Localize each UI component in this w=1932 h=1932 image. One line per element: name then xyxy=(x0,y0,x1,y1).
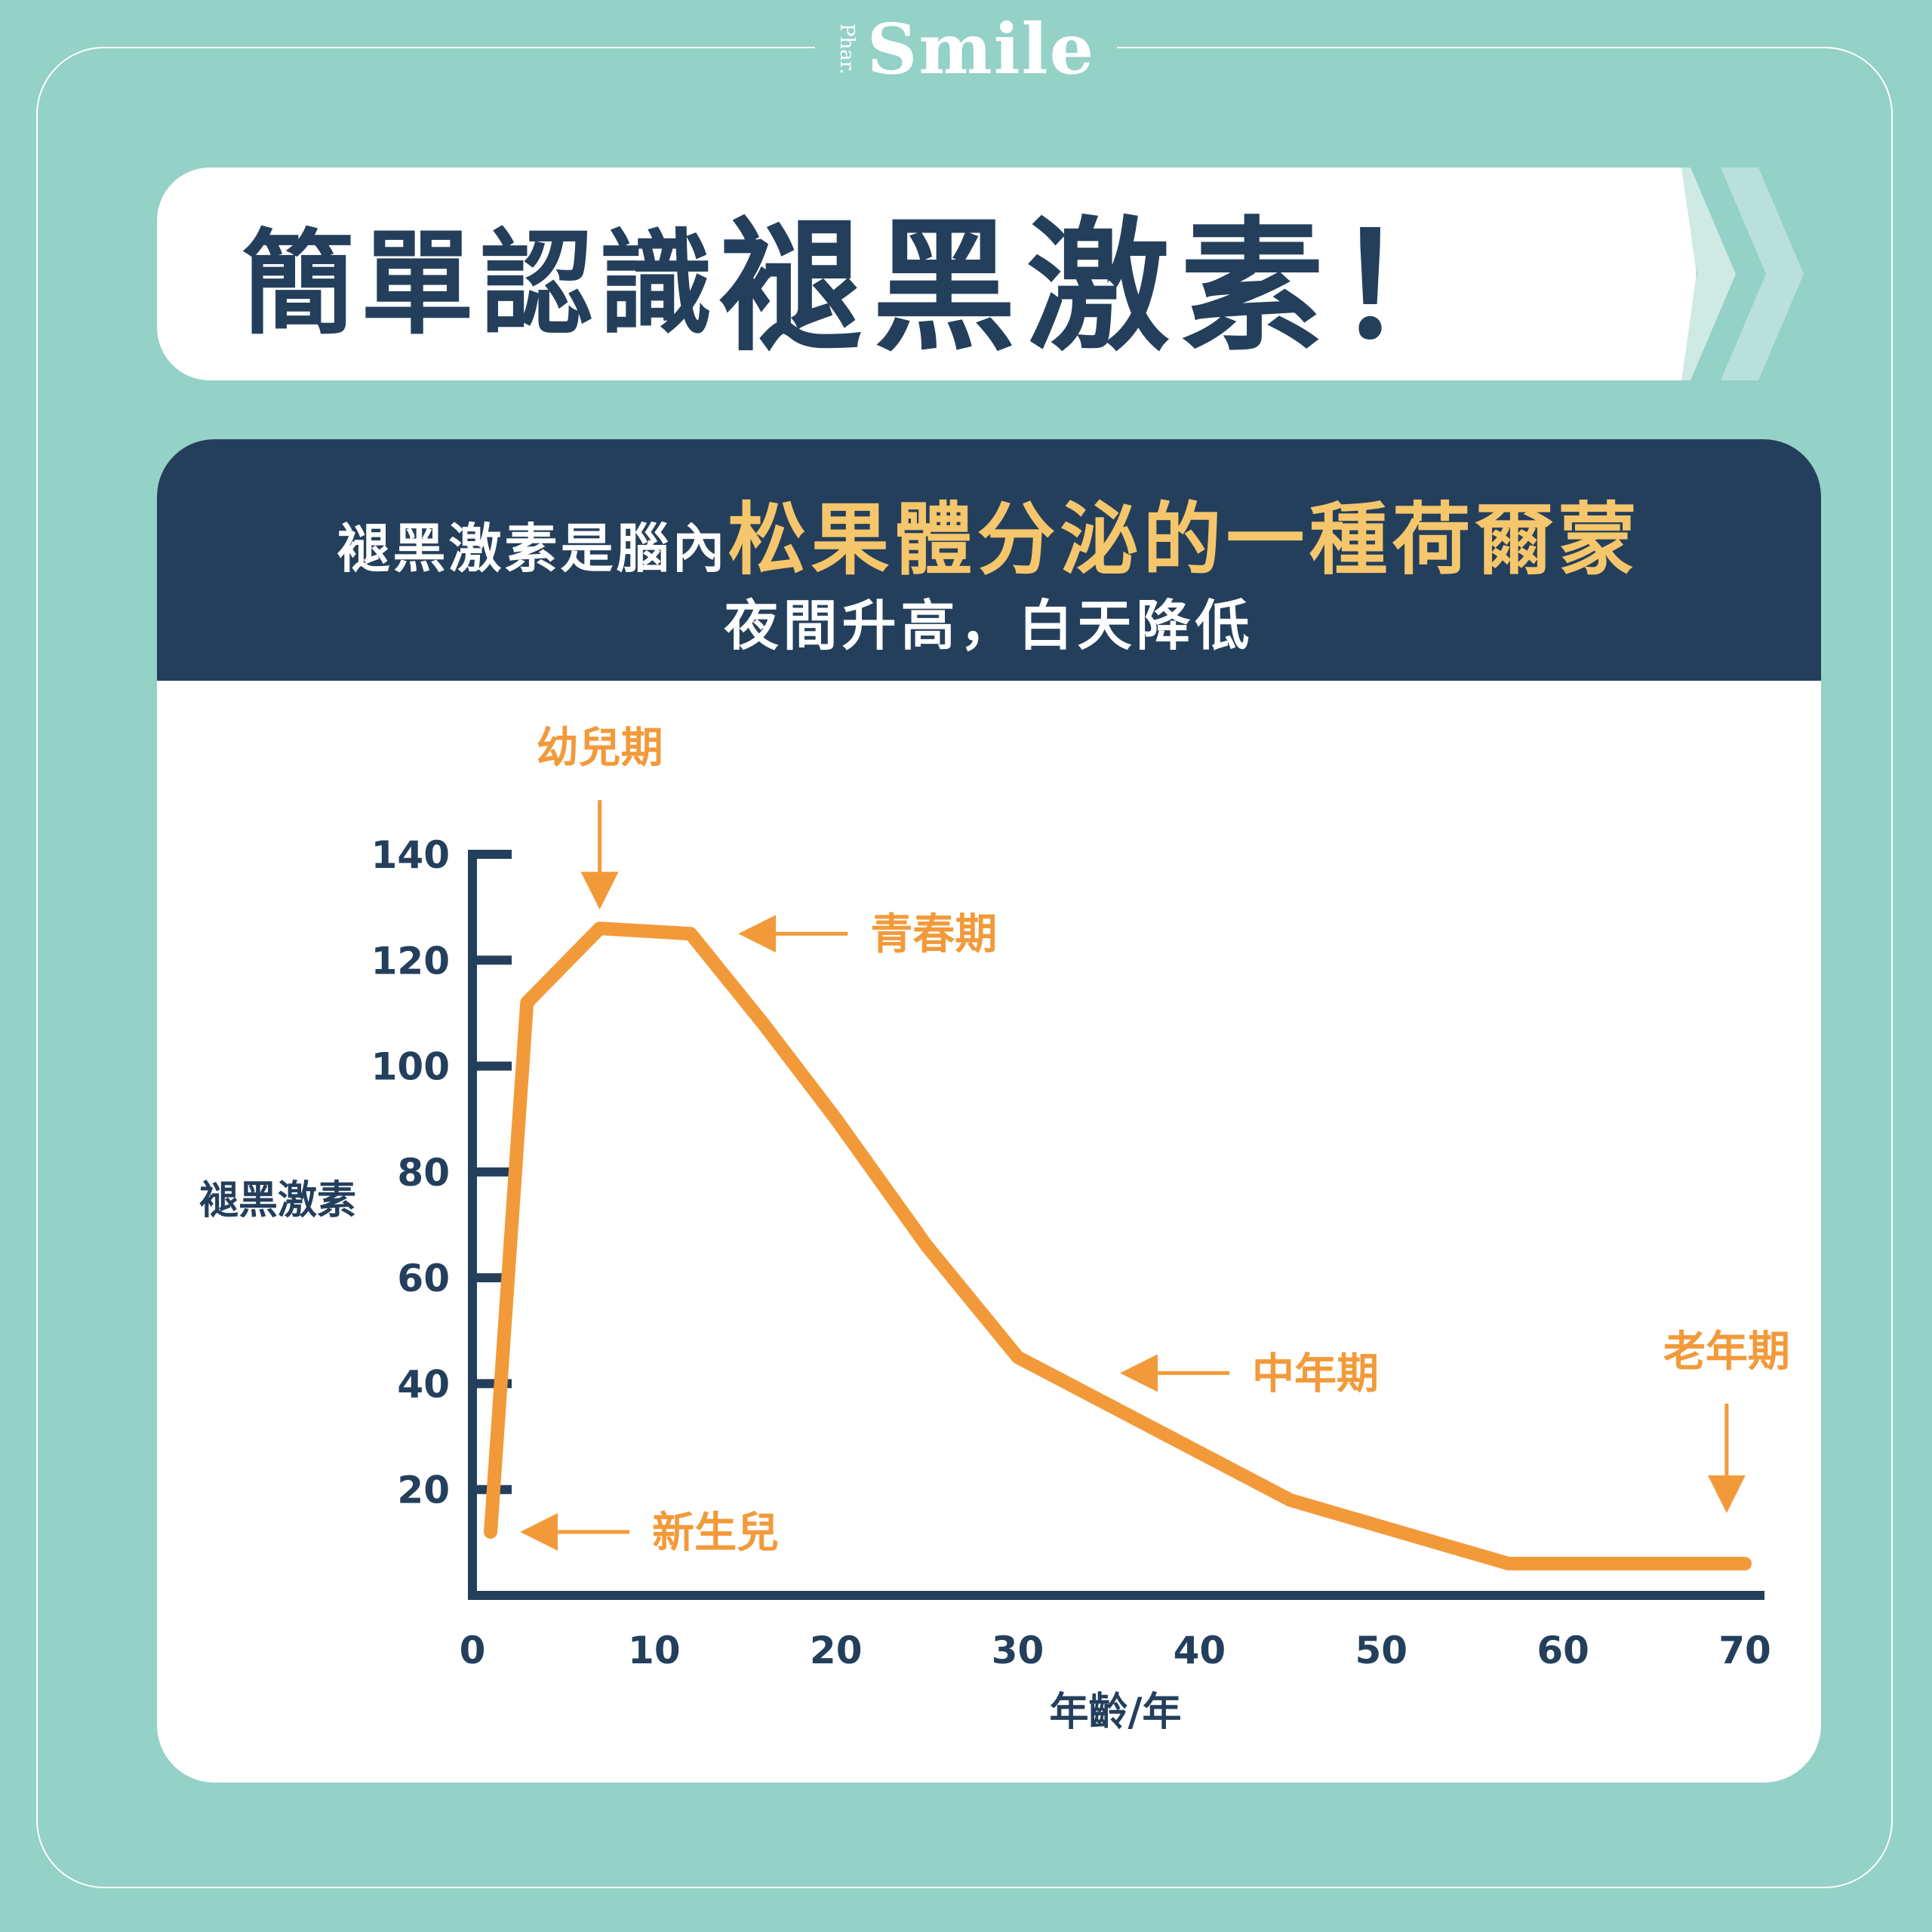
y-tick-label: 100 xyxy=(371,1045,450,1089)
x-axis-label: 年齡/年 xyxy=(1050,1690,1182,1735)
header-line2: 夜間升高，白天降低 xyxy=(724,594,1254,657)
brand-name: Smile xyxy=(866,8,1096,90)
title-main: 褪黑激素！ xyxy=(718,203,1489,371)
annotation-label: 新生兒 xyxy=(652,1509,779,1558)
brand-logo: Phar. Smile xyxy=(815,8,1117,91)
x-tick-label: 40 xyxy=(1174,1629,1226,1672)
x-tick-label: 30 xyxy=(992,1629,1044,1672)
x-tick-label: 50 xyxy=(1355,1629,1407,1672)
title-banner xyxy=(157,168,1697,380)
x-tick-label: 70 xyxy=(1718,1629,1771,1672)
header-line1-highlight: 松果體分泌的一種荷爾蒙 xyxy=(728,494,1641,586)
annotation-label: 青春期 xyxy=(870,910,997,959)
y-tick-label: 20 xyxy=(397,1469,450,1512)
x-tick-label: 20 xyxy=(810,1629,863,1672)
y-tick-label: 40 xyxy=(397,1362,450,1406)
chevron-right-icon xyxy=(1653,168,1804,380)
y-tick-label: 60 xyxy=(397,1257,450,1300)
x-tick-label: 60 xyxy=(1537,1629,1589,1672)
card-header: 褪黑激素是腦內松果體分泌的一種荷爾蒙 夜間升高，白天降低 xyxy=(157,439,1821,681)
y-axis-label: 褪黑激素 xyxy=(199,1178,356,1223)
header-line1: 褪黑激素是腦內松果體分泌的一種荷爾蒙 xyxy=(157,475,1821,589)
annotation-label: 老年期 xyxy=(1663,1327,1790,1377)
page-title: 簡單認識 褪黑激素！ xyxy=(242,168,1488,380)
y-tick-label: 120 xyxy=(371,939,450,983)
annotation-label: 幼兒期 xyxy=(537,724,663,773)
brand-prefix: Phar. xyxy=(835,23,858,75)
melatonin-series-line xyxy=(484,921,1752,1571)
x-tick-label: 0 xyxy=(460,1629,486,1672)
title-prefix: 簡單認識 xyxy=(242,218,719,350)
header-line1-prefix: 褪黑激素是腦內 xyxy=(337,518,728,580)
y-tick-label: 80 xyxy=(397,1151,450,1195)
x-tick-label: 10 xyxy=(628,1629,681,1672)
annotation-label: 中年期 xyxy=(1252,1349,1379,1398)
y-tick-label: 140 xyxy=(371,833,450,877)
